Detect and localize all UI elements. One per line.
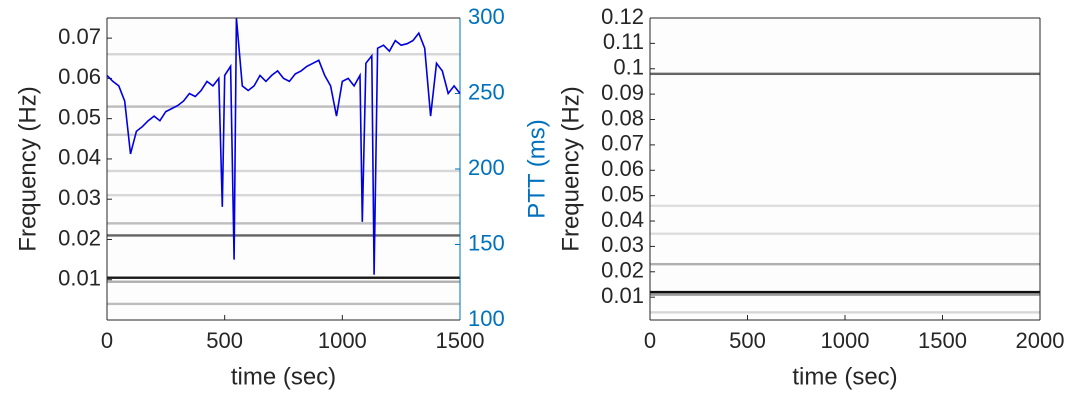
x-tick-label: 500 xyxy=(206,328,243,353)
y-tick-label: 0.07 xyxy=(601,131,644,156)
y-tick-label: 0.06 xyxy=(58,64,101,89)
y-axis-label: Frequency (Hz) xyxy=(14,86,41,251)
y-tick-label: 0.04 xyxy=(58,145,101,170)
x-tick-label: 1500 xyxy=(918,328,967,353)
y-tick-label: 0.07 xyxy=(58,24,101,49)
spectral-band xyxy=(650,204,1040,207)
y-tick-label: 0.06 xyxy=(601,156,644,181)
y-axis-label: Frequency (Hz) xyxy=(557,86,584,251)
spectral-band xyxy=(107,234,460,237)
y-tick-label: 0.03 xyxy=(58,185,101,210)
y-tick-label: 0.01 xyxy=(601,283,644,308)
spectral-band xyxy=(650,232,1040,235)
y2-tick-label: 200 xyxy=(468,155,505,180)
spectral-band xyxy=(107,193,460,197)
y-tick-label: 0.05 xyxy=(58,104,101,129)
spectral-band xyxy=(107,53,460,56)
x-tick-label: 2000 xyxy=(1016,328,1065,353)
y-tick-label: 0.01 xyxy=(58,266,101,291)
spectral-band xyxy=(650,311,1040,314)
spectral-band xyxy=(107,302,460,306)
y2-axis-label: PTT (ms) xyxy=(523,119,550,219)
plot-area xyxy=(107,18,460,320)
y2-tick-label: 300 xyxy=(468,4,505,29)
plot-area xyxy=(650,18,1040,320)
y-tick-label: 0.12 xyxy=(601,4,644,29)
y-tick-label: 0.02 xyxy=(58,225,101,250)
x-tick-label: 0 xyxy=(644,328,656,353)
x-axis-label: time (sec) xyxy=(231,363,336,390)
y2-tick-label: 250 xyxy=(468,79,505,104)
y-tick-label: 0.02 xyxy=(601,258,644,283)
ptt-line xyxy=(106,17,461,275)
y-tick-label: 0.09 xyxy=(601,80,644,105)
spectral-band xyxy=(107,133,460,136)
y-tick-label: 0.08 xyxy=(601,105,644,130)
x-tick-label: 1000 xyxy=(318,328,367,353)
y-tick-label: 0.04 xyxy=(601,207,644,232)
spectral-band xyxy=(107,105,460,108)
y-tick-label: 0.1 xyxy=(613,55,644,80)
spectral-band xyxy=(650,262,1040,266)
y-tick-label: 0.05 xyxy=(601,181,644,206)
spectral-band xyxy=(650,293,1040,296)
y-tick-label: 0.03 xyxy=(601,232,644,257)
y2-tick-label: 150 xyxy=(468,230,505,255)
x-tick-label: 500 xyxy=(729,328,766,353)
spectral-band xyxy=(107,280,460,283)
spectral-band xyxy=(107,276,460,279)
y2-tick-label: 100 xyxy=(468,306,505,331)
x-tick-label: 0 xyxy=(101,328,113,353)
x-axis-label: time (sec) xyxy=(792,363,897,390)
spectral-band xyxy=(107,222,460,225)
spectral-band xyxy=(650,72,1040,76)
spectral-band xyxy=(650,290,1040,294)
x-tick-label: 1000 xyxy=(821,328,870,353)
y-tick-label: 0.11 xyxy=(603,29,644,54)
spectral-band xyxy=(107,169,460,173)
x-tick-label: 1500 xyxy=(436,328,485,353)
